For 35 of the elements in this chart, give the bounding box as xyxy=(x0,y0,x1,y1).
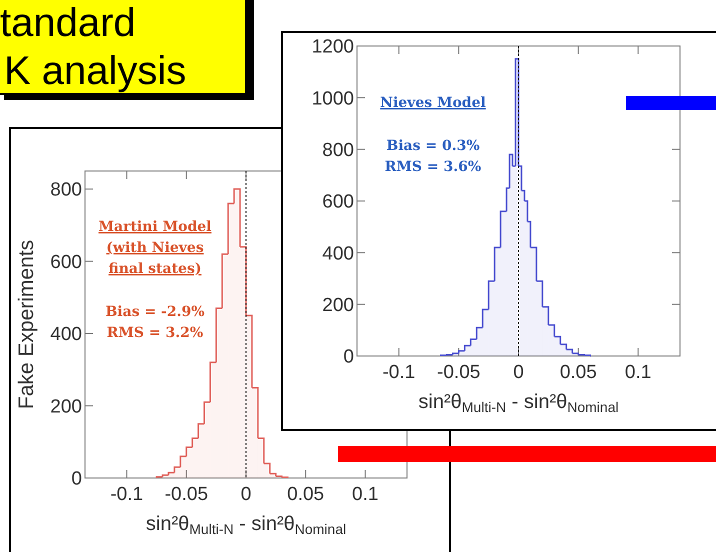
y-tick-label: 1200 xyxy=(312,36,354,58)
x-tick-label: 0.05 xyxy=(287,484,324,505)
y-tick-label: 400 xyxy=(50,324,82,346)
y-tick-label: 0 xyxy=(71,468,82,490)
x-axis-title: sin²θ$_{Multi-N}$ - sin²θ$_{Nominal}$ xyxy=(418,391,619,416)
y-tick-label: 200 xyxy=(50,396,82,418)
x-tick-label: 0.1 xyxy=(352,484,378,505)
y-tick-label: 600 xyxy=(322,192,354,213)
text: K analysis xyxy=(4,49,186,93)
annotation: RMS = 3.6% xyxy=(384,159,482,175)
y-tick-label: 0 xyxy=(343,346,354,368)
y-tick-label: 800 xyxy=(322,140,354,161)
x-tick-label: 0.1 xyxy=(624,362,652,383)
annotation: Bias = 0.3% xyxy=(386,138,480,154)
y-tick-label: 600 xyxy=(50,252,82,273)
x-tick-label: -0.1 xyxy=(110,484,144,505)
x-tick-label: -0.05 xyxy=(437,362,480,383)
y-tick-label: 400 xyxy=(322,243,354,264)
x-tick-label: -0.1 xyxy=(382,362,416,383)
x-axis-title: sin²θ$_{Multi-N}$ - sin²θ$_{Nominal}$ xyxy=(146,513,346,538)
annotation: final states) xyxy=(108,261,202,277)
annotation: Bias = -2.9% xyxy=(105,304,205,320)
annotation: Nieves Model xyxy=(380,95,486,111)
x-tick-label: 0 xyxy=(513,362,524,383)
x-tick-label: 0 xyxy=(240,484,252,505)
annotation: (with Nieves xyxy=(106,240,204,256)
annotation: Martini Model xyxy=(98,219,212,235)
text: tandard xyxy=(0,1,136,45)
y-tick-label: 200 xyxy=(322,294,354,316)
x-tick-label: 0.05 xyxy=(560,362,597,383)
y-tick-label: 1000 xyxy=(312,88,354,110)
y-tick-label: 800 xyxy=(50,180,82,201)
y-axis-title: Fake Experiments xyxy=(15,240,38,410)
annotation: RMS = 3.2% xyxy=(106,325,204,341)
x-tick-label: -0.05 xyxy=(164,484,208,505)
